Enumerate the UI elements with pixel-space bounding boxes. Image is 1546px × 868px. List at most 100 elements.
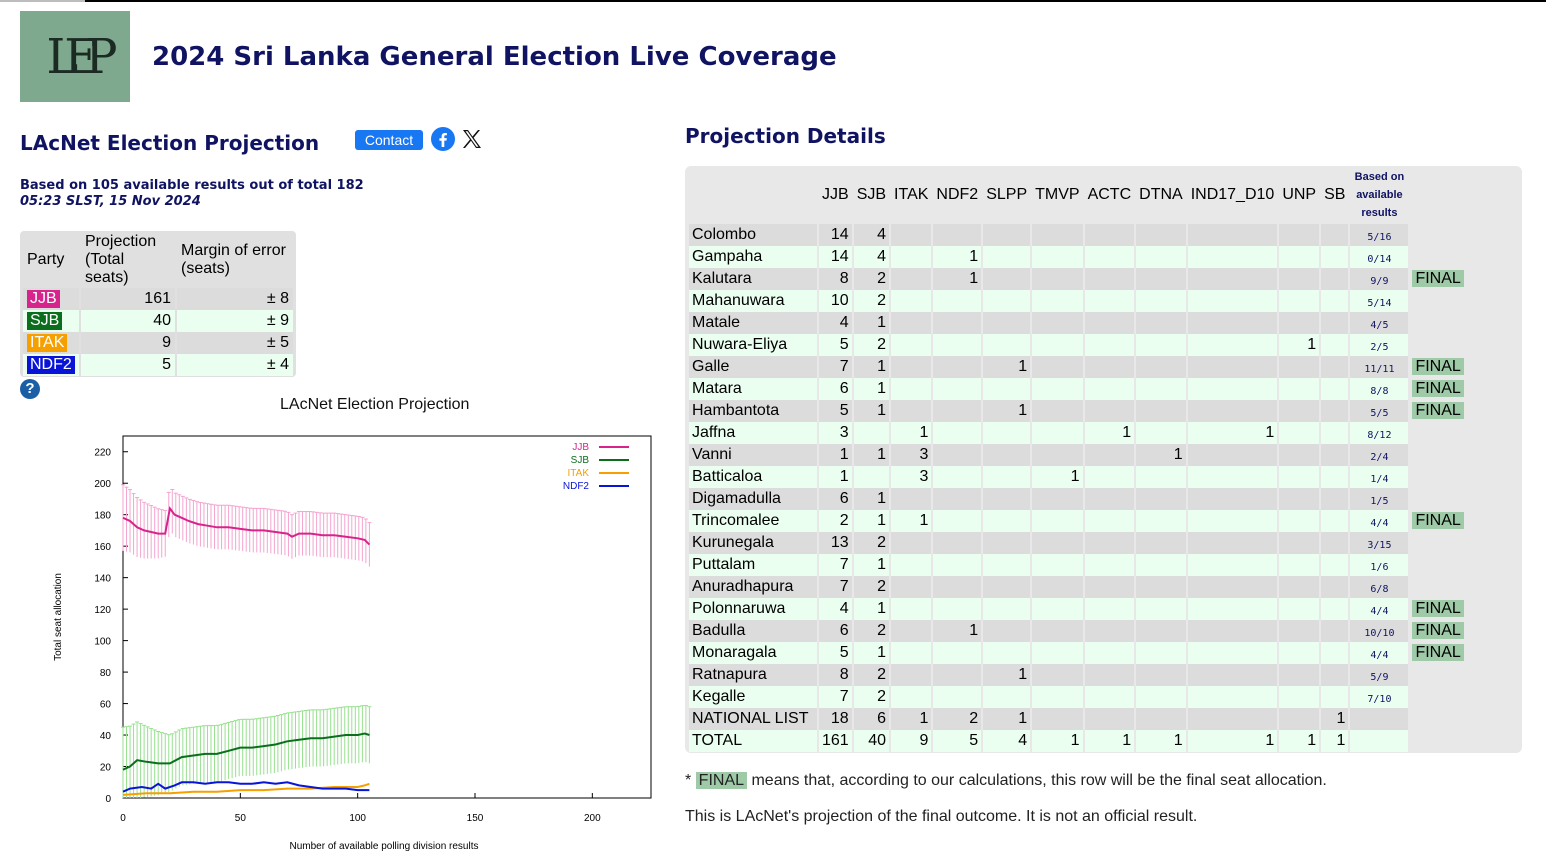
district-row: Ratnapura 8 2 1 5/9 (689, 664, 1468, 686)
seat-cell (1032, 444, 1083, 466)
seat-cell (1084, 708, 1135, 730)
seat-cell: 14 (819, 246, 852, 268)
district-name: Kegalle (689, 686, 817, 708)
final-cell (1410, 730, 1468, 752)
contact-button[interactable]: Contact (355, 130, 423, 150)
note-prefix: * (685, 772, 696, 789)
seat-cell (1136, 554, 1186, 576)
seat-cell (1032, 290, 1083, 312)
header-margin: Margin of error (seats) (181, 242, 286, 277)
seat-cell (1084, 400, 1135, 422)
seat-cell: 1 (853, 488, 890, 510)
seat-cell (1321, 686, 1349, 708)
series-line-itak (122, 782, 370, 796)
seat-cell: 5 (819, 400, 852, 422)
seat-cell: 1 (1187, 730, 1278, 752)
seat-cell (891, 334, 932, 356)
seat-cell (891, 686, 932, 708)
seat-cell: 4 (853, 246, 890, 268)
legend-label: JJB (572, 442, 589, 453)
facebook-icon[interactable] (431, 127, 455, 151)
site-logo[interactable]: LEP (20, 11, 130, 102)
projection-value: 9 (81, 332, 175, 354)
seat-cell (1279, 664, 1320, 686)
seat-cell: 7 (819, 356, 852, 378)
seat-cell (1136, 686, 1186, 708)
projection-row: ITAK 9 ± 5 (23, 332, 293, 354)
seat-cell (933, 224, 982, 246)
seat-cell (891, 356, 932, 378)
timestamp: 05:23 SLST, 15 Nov 2024 (20, 194, 201, 209)
district-name: Monaragala (689, 642, 817, 664)
seat-cell: 1 (819, 444, 852, 466)
margin-value: ± 4 (177, 354, 293, 376)
seat-cell (1136, 620, 1186, 642)
district-name: Batticaloa (689, 466, 817, 488)
seat-cell: 13 (819, 532, 852, 554)
projection-row: NDF2 5 ± 4 (23, 354, 293, 376)
based-ratio: 6/8 (1350, 576, 1409, 598)
seat-cell (933, 532, 982, 554)
seat-cell: 1 (1187, 422, 1278, 444)
final-cell (1410, 708, 1468, 730)
seat-cell: 3 (891, 444, 932, 466)
seat-cell (1187, 312, 1278, 334)
seat-cell (1084, 334, 1135, 356)
district-row: Anuradhapura 7 2 6/8 (689, 576, 1468, 598)
seat-cell (1321, 510, 1349, 532)
seat-cell: 1 (1279, 730, 1320, 752)
seat-cell: 9 (891, 730, 932, 752)
seat-cell: 5 (819, 334, 852, 356)
seat-cell (933, 422, 982, 444)
seat-cell: 1 (853, 510, 890, 532)
seat-cell (1136, 378, 1186, 400)
district-name: Kurunegala (689, 532, 817, 554)
final-cell: FINAL (1410, 598, 1468, 620)
seat-cell (891, 620, 932, 642)
seat-cell: 6 (853, 708, 890, 730)
header-party: Party (27, 251, 65, 268)
y-tick-label: 40 (100, 731, 112, 742)
y-tick-label: 60 (100, 700, 112, 711)
seat-cell (1187, 224, 1278, 246)
seat-cell (1321, 312, 1349, 334)
site-title: 2024 Sri Lanka General Election Live Cov… (152, 42, 837, 72)
seat-cell (1136, 598, 1186, 620)
help-icon[interactable]: ? (20, 379, 40, 399)
series-line-sjb (122, 732, 370, 771)
final-badge: FINAL (1412, 380, 1464, 397)
seat-cell: 14 (819, 224, 852, 246)
seat-cell (1136, 488, 1186, 510)
y-axis-label: Total seat allocation (53, 573, 64, 661)
final-badge: FINAL (1412, 600, 1464, 617)
x-twitter-icon[interactable] (461, 128, 483, 150)
party-cell: ITAK (23, 332, 79, 354)
based-ratio: 1/5 (1350, 488, 1409, 510)
seat-cell: 1 (853, 356, 890, 378)
district-name: Vanni (689, 444, 817, 466)
seat-cell (891, 576, 932, 598)
seat-cell (1187, 510, 1278, 532)
seat-cell (1136, 290, 1186, 312)
final-cell (1410, 488, 1468, 510)
seat-cell (933, 576, 982, 598)
x-tick-label: 200 (584, 813, 601, 824)
seat-cell (891, 312, 932, 334)
district-name: Matale (689, 312, 817, 334)
seat-cell (933, 488, 982, 510)
header-party-slpp: SLPP (986, 186, 1028, 203)
district-name: NATIONAL LIST (689, 708, 817, 730)
district-row: Jaffna 3 1 1 1 8/12 (689, 422, 1468, 444)
seat-cell: 1 (983, 400, 1031, 422)
projection-table: Party Projection (Total seats) Margin of… (21, 232, 295, 376)
seat-cell (933, 554, 982, 576)
seat-cell (1279, 466, 1320, 488)
seat-cell: 1 (853, 400, 890, 422)
seat-cell (1187, 488, 1278, 510)
seat-cell (1321, 246, 1349, 268)
header-final (1410, 166, 1468, 224)
seat-cell (1187, 598, 1278, 620)
district-name: Jaffna (689, 422, 817, 444)
margin-value: ± 9 (177, 310, 293, 332)
final-cell (1410, 422, 1468, 444)
